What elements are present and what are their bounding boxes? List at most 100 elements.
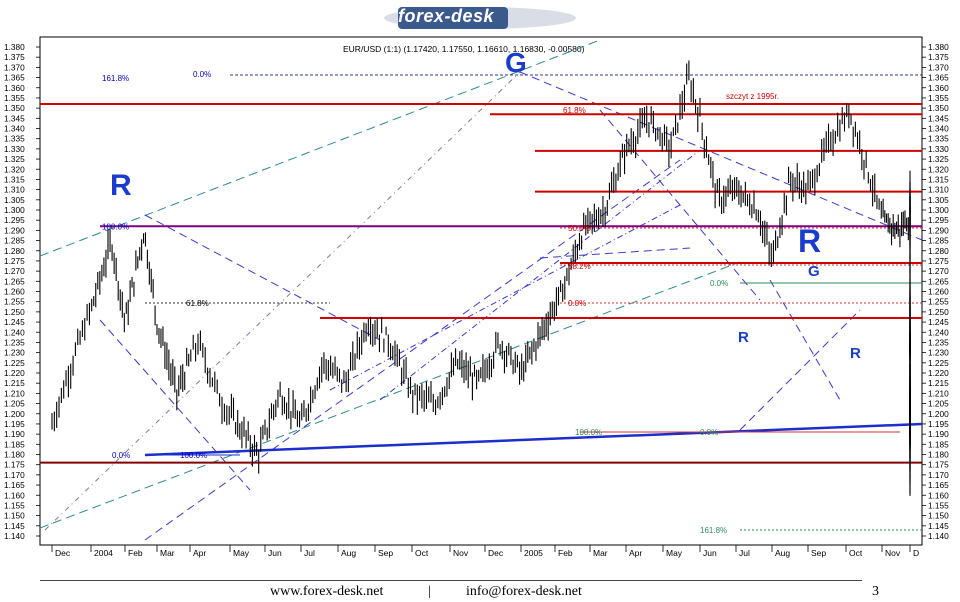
y-tick-label-right: 1.360 — [928, 83, 949, 93]
y-tick-label-right: 1.265 — [928, 276, 949, 286]
y-tick-label-right: 1.260 — [928, 287, 949, 297]
y-tick-label-right: 1.225 — [928, 358, 949, 368]
y-tick-label-left: 1.260 — [4, 287, 25, 297]
x-tick-label: Dec — [488, 548, 504, 558]
y-tick-label-right: 1.170 — [928, 470, 949, 480]
price-chart: EUR/USD (1:1) (1.17420, 1.17550, 1.16610… — [4, 36, 949, 558]
y-tick-label-left: 1.340 — [4, 124, 25, 134]
x-tick-label: Jul — [739, 548, 750, 558]
trend-line — [539, 247, 691, 259]
y-tick-label-left: 1.350 — [4, 103, 25, 113]
pattern-letter: R — [798, 223, 821, 259]
y-tick-label-left: 1.170 — [4, 470, 25, 480]
y-tick-label-left: 1.145 — [4, 521, 25, 531]
y-tick-label-left: 1.175 — [4, 460, 25, 470]
y-tick-label-left: 1.155 — [4, 500, 25, 510]
y-tick-label-left: 1.230 — [4, 348, 25, 358]
x-tick-label: Aug — [341, 548, 356, 558]
y-tick-label-left: 1.255 — [4, 297, 25, 307]
y-tick-label-left: 1.300 — [4, 205, 25, 215]
horizontal-levels: szczyt z 1995r. — [40, 92, 922, 464]
x-tick-label: Oct — [849, 548, 863, 558]
y-tick-label-left: 1.200 — [4, 409, 25, 419]
pattern-letter: G — [808, 263, 820, 280]
x-tick-label: Oct — [415, 548, 429, 558]
y-tick-label-left: 1.355 — [4, 93, 25, 103]
trend-line — [769, 279, 841, 401]
fib-label: 61.8% — [563, 106, 586, 115]
y-tick-label-right: 1.230 — [928, 348, 949, 358]
y-tick-label-left: 1.330 — [4, 144, 25, 154]
footer-email[interactable]: info@forex-desk.net — [466, 584, 582, 599]
fib-label: 100.0% — [180, 451, 207, 460]
y-tick-label-right: 1.250 — [928, 307, 949, 317]
y-tick-label-right: 1.155 — [928, 500, 949, 510]
y-tick-label-left: 1.205 — [4, 399, 25, 409]
y-tick-label-right: 1.165 — [928, 480, 949, 490]
y-tick-label-right: 1.375 — [928, 52, 949, 62]
x-tick-label: D — [913, 548, 919, 558]
y-tick-label-right: 1.345 — [928, 113, 949, 123]
y-tick-label-right: 1.305 — [928, 195, 949, 205]
y-axis-left: 1.1401.1451.1501.1551.1601.1651.1701.175… — [4, 42, 40, 541]
y-tick-label-right: 1.215 — [928, 378, 949, 388]
y-tick-label-left: 1.305 — [4, 195, 25, 205]
y-tick-label-left: 1.245 — [4, 317, 25, 327]
footer-separator: | — [428, 584, 431, 599]
y-tick-label-right: 1.275 — [928, 256, 949, 266]
y-tick-label-left: 1.180 — [4, 450, 25, 460]
y-tick-label-right: 1.180 — [928, 450, 949, 460]
page-number: 3 — [872, 584, 879, 599]
y-tick-label-right: 1.205 — [928, 399, 949, 409]
pattern-letter: R — [850, 345, 861, 362]
y-tick-label-left: 1.380 — [4, 42, 25, 52]
y-tick-label-left: 1.195 — [4, 419, 25, 429]
fib-label: 0.0% — [193, 70, 211, 79]
y-tick-label-right: 1.340 — [928, 124, 949, 134]
y-tick-label-right: 1.255 — [928, 297, 949, 307]
forex-desk-logo — [384, 7, 576, 29]
fib-label: 0.0% — [568, 299, 586, 308]
y-tick-label-left: 1.335 — [4, 134, 25, 144]
x-tick-label: Nov — [453, 548, 469, 558]
y-tick-label-right: 1.280 — [928, 246, 949, 256]
trend-line — [329, 204, 681, 391]
y-tick-label-left: 1.280 — [4, 246, 25, 256]
y-tick-label-right: 1.195 — [928, 419, 949, 429]
y-tick-label-left: 1.240 — [4, 327, 25, 337]
x-tick-label: Dec — [55, 548, 71, 558]
y-tick-label-left: 1.375 — [4, 52, 25, 62]
trend-line — [39, 261, 741, 529]
y-axis-right: 1.1401.1451.1501.1551.1601.1651.1701.175… — [922, 42, 949, 541]
y-tick-label-left: 1.215 — [4, 378, 25, 388]
y-tick-label-right: 1.315 — [928, 174, 949, 184]
y-tick-label-right: 1.190 — [928, 429, 949, 439]
pattern-letter: G — [505, 47, 527, 78]
y-tick-label-left: 1.225 — [4, 358, 25, 368]
fib-label: 0.0% — [710, 279, 728, 288]
y-tick-label-right: 1.300 — [928, 205, 949, 215]
fib-label: 0.0% — [700, 428, 718, 437]
y-tick-label-right: 1.295 — [928, 215, 949, 225]
fib-label: 0.0% — [112, 451, 130, 460]
y-tick-label-right: 1.270 — [928, 266, 949, 276]
price-bars — [51, 60, 911, 496]
footer-rule — [40, 580, 862, 581]
footer-website[interactable]: www.forex-desk.net — [270, 584, 384, 599]
y-tick-label-right: 1.160 — [928, 490, 949, 500]
fib-label: 100.0% — [575, 428, 602, 437]
y-tick-label-right: 1.310 — [928, 185, 949, 195]
trend-line — [144, 422, 923, 457]
x-tick-label: May — [666, 548, 683, 558]
fib-label: 50.0% — [568, 224, 591, 233]
y-tick-label-left: 1.365 — [4, 73, 25, 83]
y-tick-label-left: 1.290 — [4, 225, 25, 235]
y-tick-label-left: 1.190 — [4, 429, 25, 439]
pattern-letter: R — [738, 329, 749, 346]
x-tick-label: Jun — [703, 548, 717, 558]
y-tick-label-right: 1.365 — [928, 73, 949, 83]
y-tick-label-right: 1.240 — [928, 327, 949, 337]
y-tick-label-right: 1.350 — [928, 103, 949, 113]
plot-frame — [39, 36, 923, 546]
y-tick-label-left: 1.310 — [4, 185, 25, 195]
